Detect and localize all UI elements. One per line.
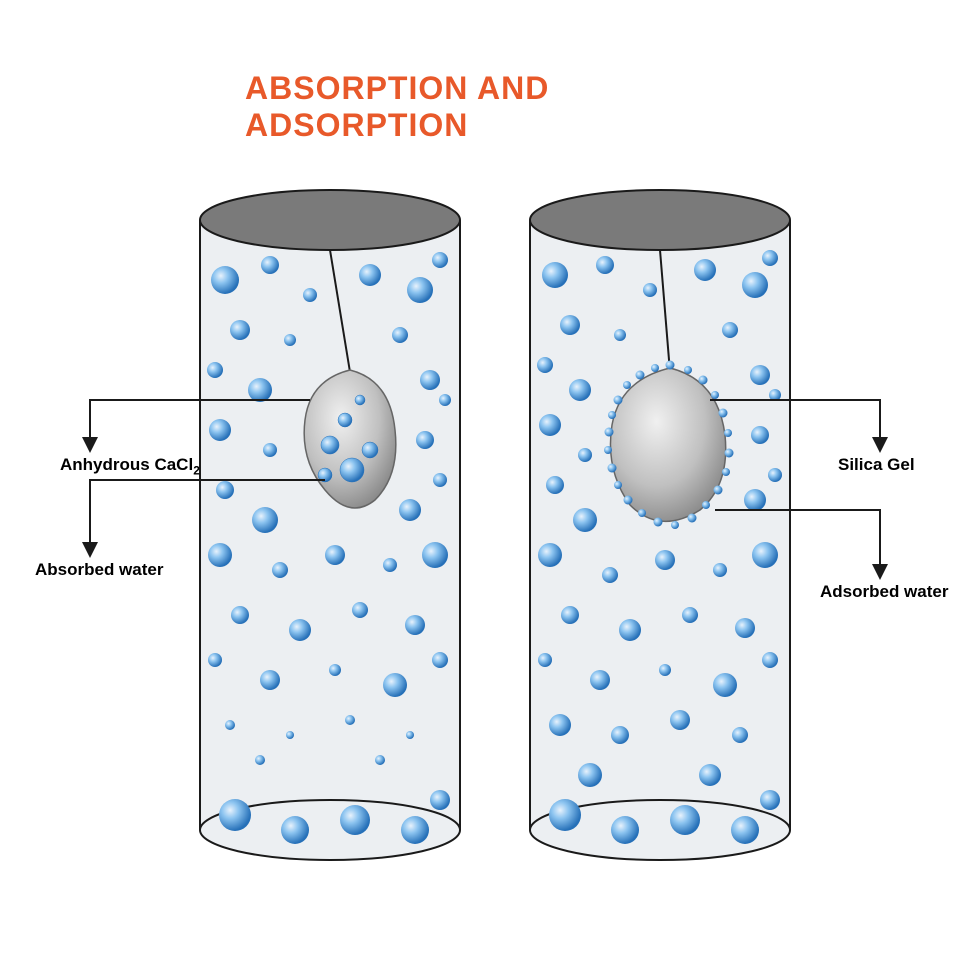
label-silica-gel: Silica Gel bbox=[838, 455, 915, 475]
label-adsorbed-water: Adsorbed water bbox=[820, 582, 948, 602]
label-absorbed-water: Absorbed water bbox=[35, 560, 163, 580]
left-cylinder bbox=[200, 190, 460, 860]
diagram-svg bbox=[0, 0, 980, 980]
label-anhydrous-cacl2: Anhydrous CaCl2 bbox=[60, 455, 200, 478]
right-cylinder bbox=[530, 190, 790, 860]
